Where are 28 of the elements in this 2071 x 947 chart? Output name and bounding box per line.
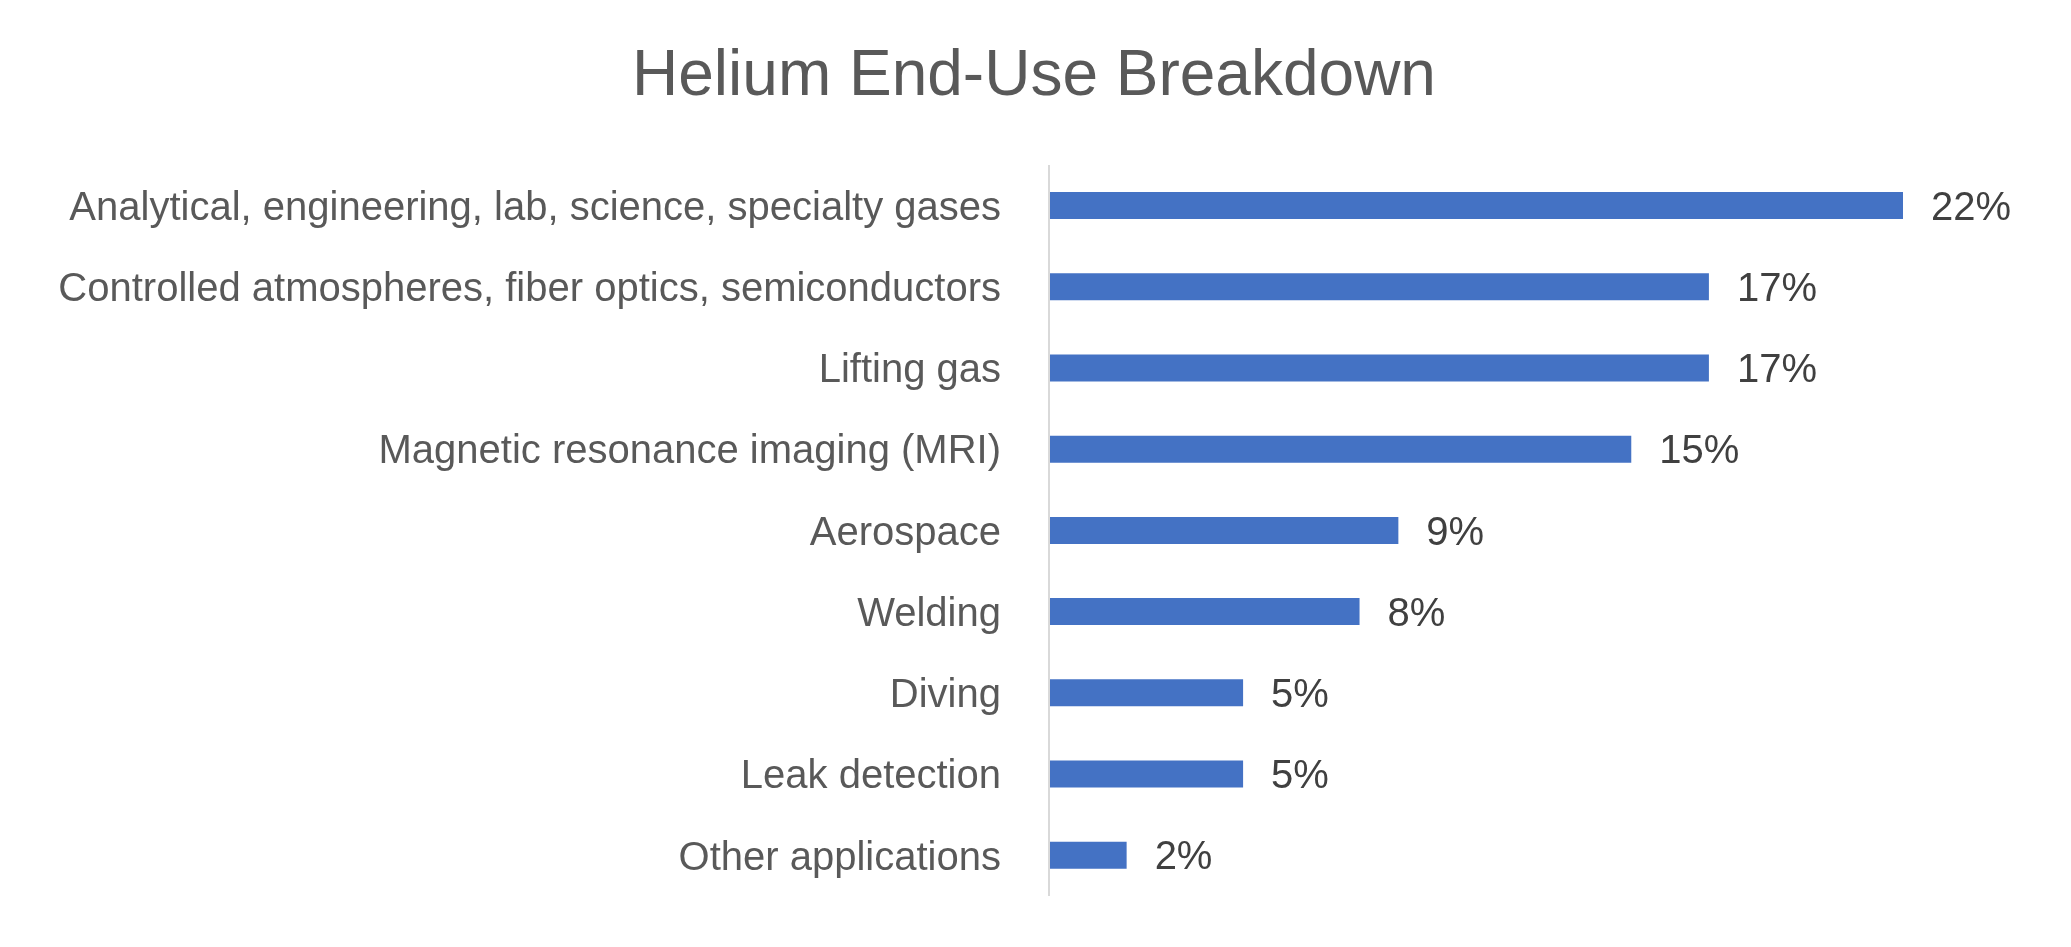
chart-title: Helium End-Use Breakdown xyxy=(631,36,1437,110)
data-label: 2% xyxy=(1154,833,1213,878)
y-tick-label: Other applications xyxy=(678,833,1001,878)
bar xyxy=(1049,354,1709,382)
y-tick-label: Controlled atmospheres, fiber optics, semiconductors xyxy=(58,265,1001,310)
y-tick-label: Magnetic resonance imaging (MRI) xyxy=(378,427,1001,472)
bar xyxy=(1049,841,1127,869)
data-label: 17% xyxy=(1736,346,1817,391)
y-tick-label: Aerospace xyxy=(809,508,1001,553)
bar xyxy=(1049,760,1244,788)
y-tick-label: Diving xyxy=(889,671,1001,716)
bar xyxy=(1049,273,1709,301)
bar xyxy=(1049,192,1903,219)
data-label: 5% xyxy=(1271,671,1329,716)
data-label: 9% xyxy=(1426,508,1485,553)
data-label: 8% xyxy=(1387,589,1446,634)
bar xyxy=(1049,598,1360,626)
y-tick-label: Analytical, engineering, lab, science, specialty gases xyxy=(69,183,1001,228)
y-tick-label: Welding xyxy=(857,589,1001,634)
bar xyxy=(1049,435,1632,463)
bar xyxy=(1049,679,1244,707)
data-label: 5% xyxy=(1271,752,1329,797)
data-label: 15% xyxy=(1659,427,1740,472)
data-label: 22% xyxy=(1931,183,2012,228)
y-tick-label: Leak detection xyxy=(740,752,1001,797)
y-tick-label: Lifting gas xyxy=(818,346,1001,391)
bar xyxy=(1049,516,1399,544)
data-label: 17% xyxy=(1736,264,1817,309)
